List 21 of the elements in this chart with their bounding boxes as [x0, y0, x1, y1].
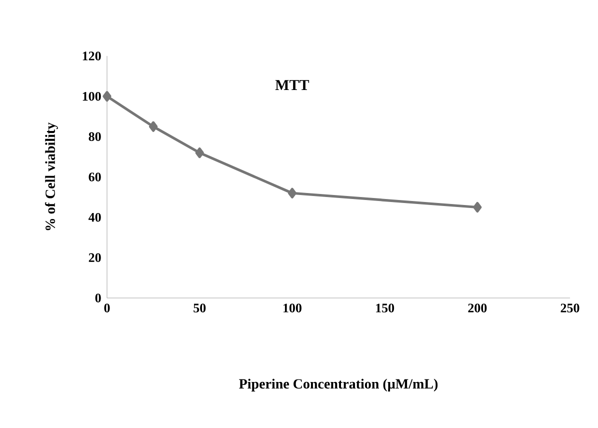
- x-axis-title: Piperine Concentration (µM/mL): [239, 378, 438, 392]
- x-tick-label: 250: [560, 304, 580, 312]
- point: [288, 188, 296, 198]
- x-tick-label: 0: [104, 304, 110, 312]
- y-tick-label: 40: [88, 212, 101, 222]
- y-tick-label: 0: [95, 294, 101, 302]
- y-tick-label: 60: [88, 172, 101, 182]
- point: [195, 147, 204, 158]
- x-tick-label: 50: [194, 304, 206, 312]
- y-tick-label: 120: [82, 52, 101, 60]
- y-tick-label: 100: [82, 92, 101, 101]
- y-axis-title: % of Cell viability: [45, 122, 58, 230]
- x-tick-label: 150: [376, 304, 394, 312]
- point: [102, 91, 112, 102]
- y-tick-label: 20: [88, 253, 101, 262]
- x-tick-label: 100: [283, 304, 302, 312]
- point: [473, 202, 482, 213]
- x-tick-label: 200: [468, 304, 487, 312]
- y-tick-label: 80: [88, 132, 101, 142]
- text: MTT: [275, 80, 310, 90]
- point: [149, 121, 158, 132]
